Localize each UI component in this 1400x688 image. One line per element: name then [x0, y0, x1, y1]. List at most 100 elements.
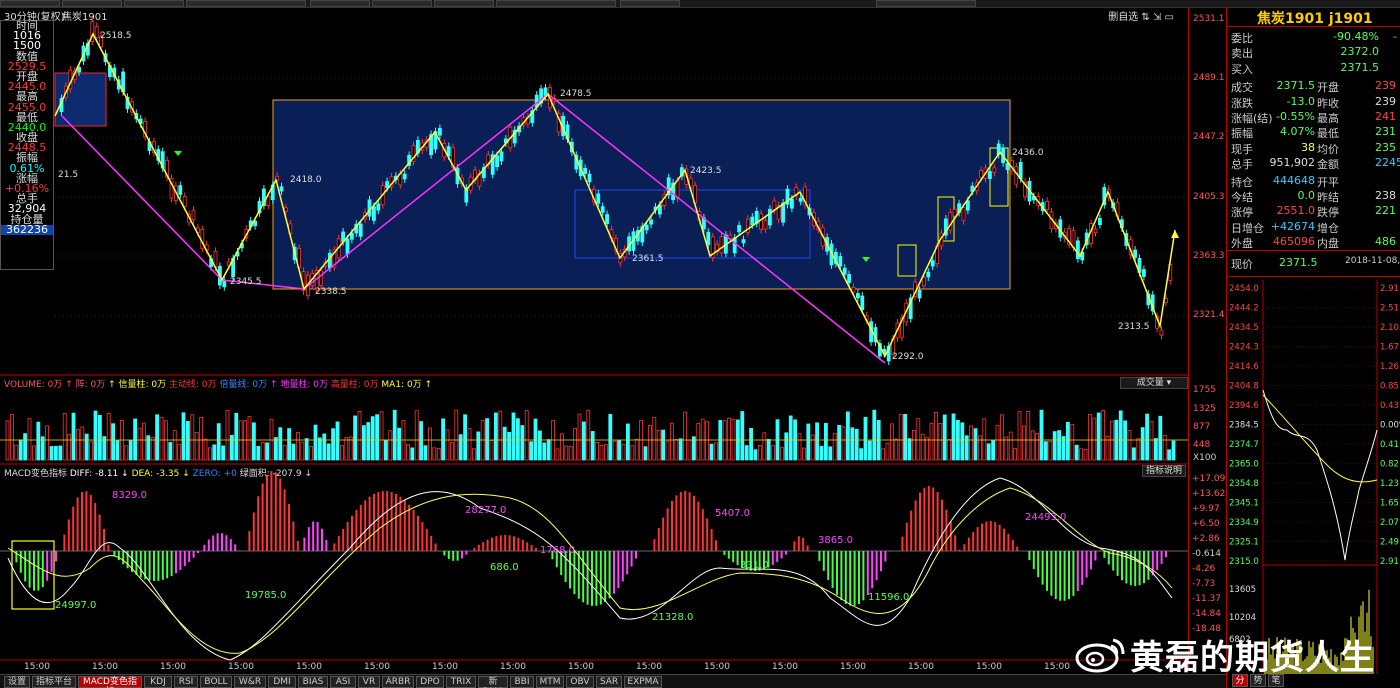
volume-bar — [714, 442, 718, 461]
kline-chart[interactable]: 2518.5 2345.5 2418.0 2338.5 2478.5 2423.… — [0, 8, 1188, 674]
candle-body — [926, 271, 931, 278]
volume-bar — [216, 423, 221, 461]
annot-p2: 2345.5 — [230, 277, 262, 287]
volume-bar — [1039, 409, 1044, 461]
candle-body — [587, 173, 592, 183]
toolbar-btn-9[interactable] — [620, 0, 680, 7]
indicator-tab-14[interactable]: 新DMA — [478, 676, 508, 688]
chart-tools[interactable]: 删自选 ⇅ ⇲ ▭ — [1108, 12, 1174, 23]
indicator-help-button[interactable]: 指标说明 — [1142, 465, 1186, 477]
toolbar-btn-7[interactable] — [434, 0, 494, 7]
indicator-tab-9[interactable]: ASI — [330, 676, 356, 688]
candle-body — [530, 110, 535, 124]
volume-bar — [1140, 427, 1145, 461]
mini-axis-left: 2394.6 — [1229, 401, 1259, 411]
indicator-tab-1[interactable]: 指标平台 — [32, 676, 76, 688]
candle-body — [437, 127, 442, 136]
indicator-tab-13[interactable]: TRIX — [446, 676, 476, 688]
left-info-panel: 时间 1016 1500 数值 2529.5 开盘 2445.0 最高 2455… — [0, 20, 54, 270]
indicator-tab-8[interactable]: BIAS — [298, 676, 328, 688]
indicator-tab-17[interactable]: OBV — [566, 676, 594, 688]
candle-body — [279, 186, 284, 192]
toolbar-btn-6[interactable] — [372, 0, 432, 7]
vol-axis-4: 448 — [1193, 440, 1211, 450]
quote-row: 涨停 2551.0 跌停 221 — [1227, 204, 1400, 219]
indicator-tab-7[interactable]: DMI — [268, 676, 296, 688]
quote-row-label2: 昨结 — [1317, 191, 1339, 204]
intraday-mini-chart[interactable]: 2454.0 2.91 2444.2 2.51 2434.5 2.10 2424.3 1.67… — [1227, 280, 1400, 674]
volume-bar — [1052, 431, 1057, 461]
volume-bar — [383, 439, 388, 461]
indicator-tab-18[interactable]: SAR — [596, 676, 622, 688]
quote-tab-shi[interactable]: 势 — [1250, 674, 1266, 687]
indicator-tab-16[interactable]: MTM — [536, 676, 564, 688]
volume-bar — [423, 445, 428, 461]
quote-tab-bi[interactable]: 笔 — [1268, 674, 1284, 687]
candle-body — [376, 203, 381, 211]
quote-row-label2: 最高 — [1317, 112, 1339, 125]
price-axis-2: 2489.1 — [1193, 73, 1225, 83]
period-label[interactable]: 30分钟(复权) — [4, 12, 65, 23]
candle-body — [1067, 228, 1071, 245]
mini-axis-right: 1.65 — [1380, 499, 1399, 509]
candle-body — [1098, 218, 1102, 226]
indicator-tab-4[interactable]: RSI — [174, 676, 198, 688]
macd-axis-1: +17.09 — [1192, 474, 1226, 484]
mini-axis-left: 2444.2 — [1229, 304, 1259, 314]
volume-bar — [564, 445, 569, 461]
volume-bar — [181, 412, 186, 461]
volume-bar — [696, 423, 701, 461]
toolbar-btn-4[interactable] — [186, 0, 306, 7]
volume-bar — [1035, 433, 1039, 461]
indicator-tab-15[interactable]: BBI — [510, 676, 534, 688]
lp-close: 2448.5 — [7, 141, 47, 155]
candle-body — [908, 297, 913, 319]
indicator-tab-12[interactable]: DPO — [416, 676, 444, 688]
volume-bar — [586, 409, 591, 461]
volume-bar — [872, 409, 877, 461]
candle-body — [803, 186, 807, 206]
candle-body — [358, 223, 363, 237]
toolbar-btn-8[interactable] — [496, 0, 616, 7]
indicator-tab-0[interactable]: 设置 — [4, 676, 30, 688]
toolbar-btn-5[interactable] — [310, 0, 370, 7]
volume-bar — [1105, 436, 1110, 461]
indicator-tab-5[interactable]: BOLL — [200, 676, 232, 688]
mini-avg-line — [1262, 394, 1378, 483]
volume-bar — [361, 425, 366, 461]
volume-bar — [168, 442, 173, 461]
indicator-tab-3[interactable]: KDJ — [144, 676, 172, 688]
indicator-tab-11[interactable]: ARBR — [382, 676, 414, 688]
indicator-tab-2[interactable]: MACD变色指标 — [78, 676, 142, 688]
quote-row-label: 日增仓 — [1231, 221, 1264, 235]
volume-bar — [920, 433, 925, 461]
volume-bar — [40, 436, 45, 461]
macd-diff-line — [7, 477, 1173, 661]
volume-bar — [885, 442, 890, 461]
mini-axis-right: 2.07 — [1380, 518, 1399, 528]
mini-axis-right: 0.82 — [1380, 460, 1399, 470]
volume-bar — [621, 443, 626, 461]
volume-bar — [1026, 410, 1031, 461]
toolbar-btn-3[interactable] — [124, 0, 184, 7]
toolbar-btn-10[interactable] — [876, 0, 976, 7]
volume-bar — [925, 437, 929, 461]
toolbar-btn-2[interactable] — [62, 0, 122, 7]
mini-axis-left: 2454.0 — [1229, 284, 1259, 294]
quote-tab-fen[interactable]: 分 — [1232, 674, 1248, 687]
indicator-tab-6[interactable]: W&R — [234, 676, 266, 688]
candle-body — [1093, 228, 1098, 234]
contract-label: 焦炭1901 — [62, 12, 108, 23]
indicator-tab-19[interactable]: EXPMA — [624, 676, 662, 688]
toolbar-btn-1[interactable] — [0, 0, 60, 7]
candle-body — [583, 168, 587, 175]
volume-bar — [133, 418, 138, 461]
volume-bar — [247, 416, 252, 461]
indicator-tab-10[interactable]: VR — [358, 676, 380, 688]
volume-bar — [771, 445, 775, 461]
time-label: 15:00 — [772, 662, 798, 672]
current-price-row: 现价 2371.5 2018-11-08, — [1227, 256, 1400, 271]
lp-low: 2440.0 — [7, 120, 47, 134]
volume-select-button[interactable]: 成交量 ▾ — [1120, 377, 1188, 389]
volume-bar — [309, 445, 314, 461]
